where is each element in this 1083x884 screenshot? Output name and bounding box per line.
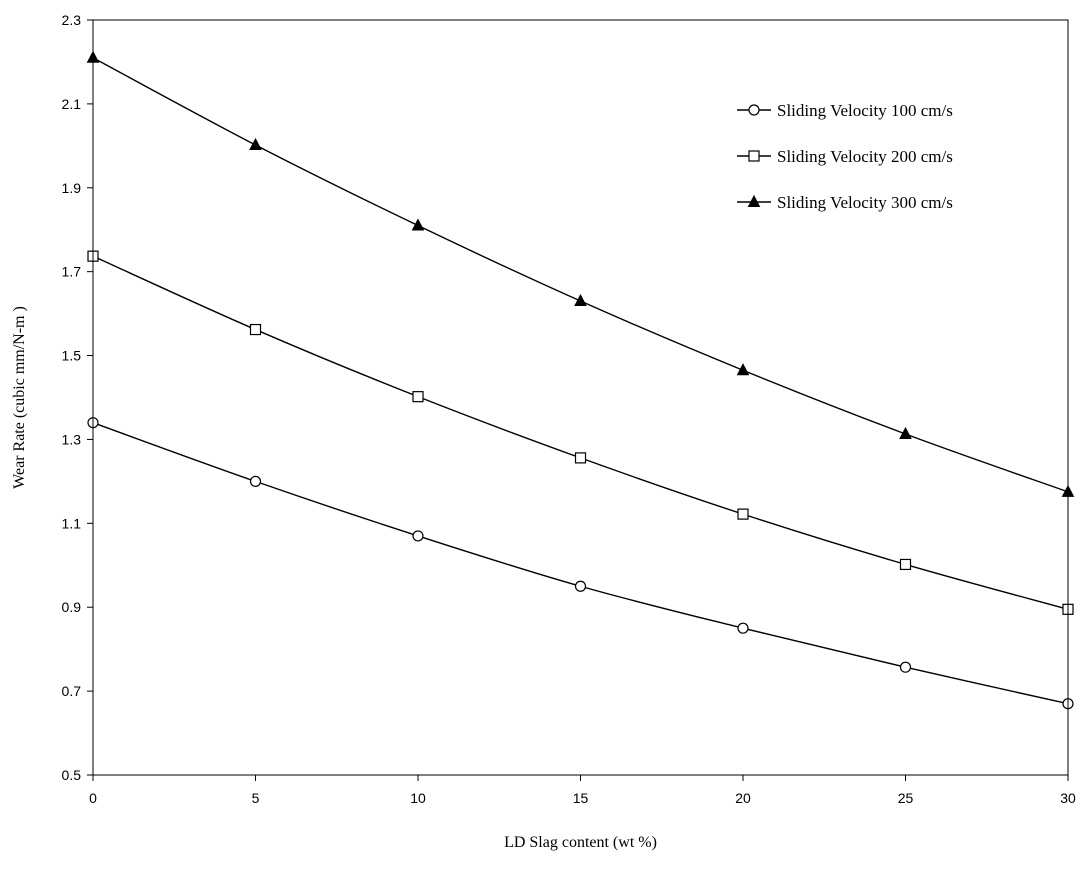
data-point — [736, 363, 750, 376]
series-line — [92, 422, 1069, 705]
x-tick-label: 20 — [735, 790, 751, 806]
data-point — [249, 137, 262, 150]
plot-area-frame — [92, 19, 1069, 776]
x-axis-title: LD Slag content (wt %) — [504, 834, 657, 851]
legend-label: Sliding Velocity 100 cm/s — [777, 101, 953, 120]
legend-item: Sliding Velocity 200 cm/s — [737, 147, 953, 166]
y-tick-label: 1.1 — [62, 515, 82, 531]
data-point — [574, 580, 587, 592]
data-point — [899, 426, 912, 439]
legend-marker — [748, 150, 760, 162]
data-point — [899, 661, 912, 673]
x-tick-label: 10 — [410, 790, 426, 806]
legend: Sliding Velocity 100 cm/s Sliding Velocit… — [737, 101, 953, 212]
x-tick-label: 0 — [89, 790, 97, 806]
y-tick-label: 0.7 — [62, 683, 82, 699]
legend-item: Sliding Velocity 100 cm/s — [737, 101, 953, 120]
data-point — [411, 218, 425, 231]
data-point — [249, 475, 262, 487]
legend-label: Sliding Velocity 300 cm/s — [777, 193, 953, 212]
data-point — [574, 452, 587, 464]
y-tick-label: 1.9 — [62, 180, 82, 196]
series-line — [92, 57, 1069, 493]
y-tick-label: 0.9 — [62, 599, 82, 615]
data-point — [737, 622, 749, 634]
data-point — [249, 323, 262, 336]
legend-marker — [747, 194, 761, 207]
data-point — [737, 508, 749, 520]
x-tick-label: 25 — [898, 790, 914, 806]
series-layer — [86, 50, 1075, 710]
legend-label: Sliding Velocity 200 cm/s — [777, 147, 953, 166]
y-axis-title: Wear Rate (cubic mm/N-m ) — [11, 306, 28, 489]
series-line — [92, 255, 1069, 610]
data-point — [412, 530, 424, 542]
y-tick-label: 1.5 — [62, 348, 82, 364]
x-tick-label: 5 — [252, 790, 260, 806]
legend-marker — [748, 104, 760, 116]
y-axis-ticks: 0.5 0.7 0.9 1.1 1.3 1.5 1.7 1.9 2.1 2.3 — [62, 12, 93, 783]
y-tick-label: 2.1 — [62, 96, 82, 112]
x-tick-label: 15 — [573, 790, 589, 806]
y-tick-label: 2.3 — [62, 12, 82, 28]
data-point — [412, 391, 424, 403]
y-tick-label: 1.3 — [62, 431, 82, 447]
data-point — [574, 293, 587, 307]
x-tick-label: 30 — [1060, 790, 1076, 806]
legend-item: Sliding Velocity 300 cm/s — [737, 193, 953, 212]
data-point — [899, 558, 912, 571]
x-axis-ticks: 0 5 10 15 20 25 30 — [89, 775, 1076, 806]
y-tick-label: 0.5 — [62, 767, 82, 783]
y-tick-label: 1.7 — [62, 264, 82, 280]
